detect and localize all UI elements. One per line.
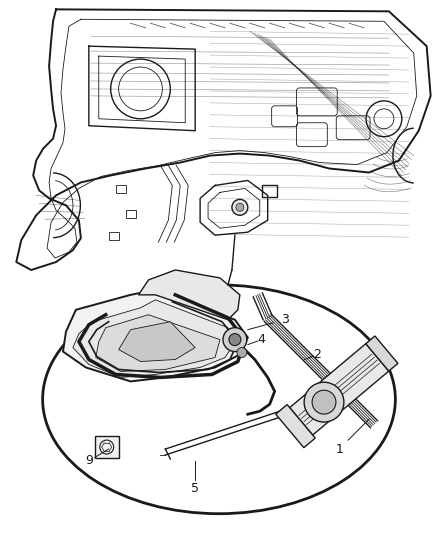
Circle shape xyxy=(236,203,244,211)
Bar xyxy=(126,211,135,218)
Circle shape xyxy=(229,334,241,345)
FancyBboxPatch shape xyxy=(95,436,119,458)
Bar xyxy=(116,185,126,193)
Circle shape xyxy=(237,348,247,358)
Circle shape xyxy=(304,382,344,422)
Polygon shape xyxy=(276,405,315,448)
Circle shape xyxy=(312,390,336,414)
Polygon shape xyxy=(290,344,389,435)
Polygon shape xyxy=(73,300,235,377)
Polygon shape xyxy=(119,322,195,361)
Bar xyxy=(109,232,119,240)
Circle shape xyxy=(232,199,248,215)
Polygon shape xyxy=(366,336,398,371)
Polygon shape xyxy=(96,315,220,372)
Polygon shape xyxy=(63,290,248,382)
Text: 4: 4 xyxy=(258,333,266,346)
Circle shape xyxy=(223,328,247,352)
Bar xyxy=(262,185,277,197)
Text: 2: 2 xyxy=(314,348,321,361)
Polygon shape xyxy=(138,270,240,320)
Text: 3: 3 xyxy=(281,313,289,326)
Text: 5: 5 xyxy=(191,482,199,495)
Text: 9: 9 xyxy=(85,455,93,467)
Text: 1: 1 xyxy=(336,442,343,456)
